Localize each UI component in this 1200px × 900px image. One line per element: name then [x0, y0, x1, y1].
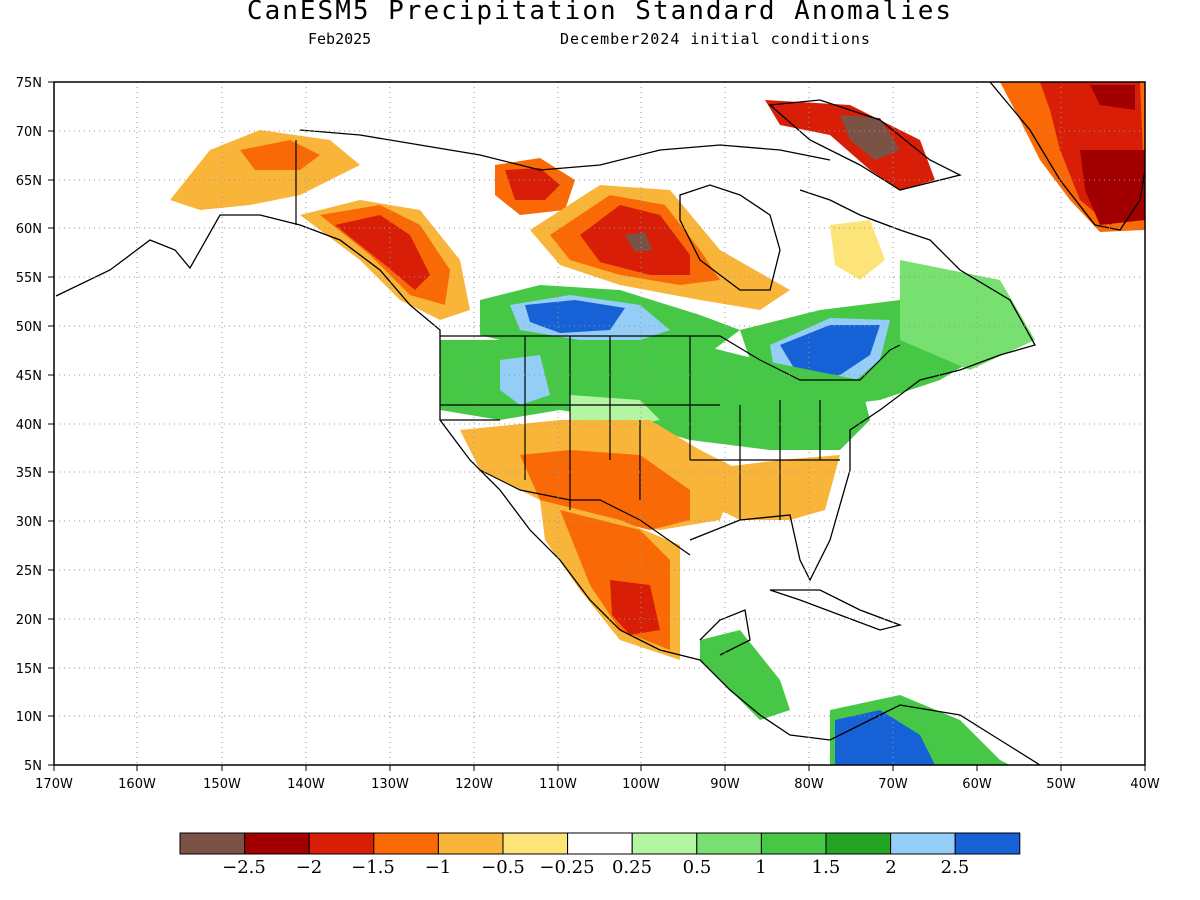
- colorbar-swatch: [825, 832, 892, 855]
- coastline-greenland: [989, 82, 1145, 231]
- anomaly-quebec-blue: [780, 325, 880, 378]
- anomaly-prairie-blue: [525, 300, 625, 333]
- lat-label: 50N: [16, 320, 42, 335]
- state-lines-east: [690, 400, 840, 520]
- lon-label: 130W: [371, 777, 409, 792]
- colorbar-swatch: [179, 832, 246, 855]
- lat-label: 5N: [24, 759, 42, 774]
- colorbar-label: −1.5: [351, 857, 395, 878]
- colorbar-swatch: [760, 832, 827, 855]
- lon-label: 160W: [118, 777, 156, 792]
- lat-label: 25N: [16, 564, 42, 579]
- borders: [295, 140, 901, 556]
- colorbar-label: −2: [296, 857, 323, 878]
- coastline-arctic: [299, 129, 831, 171]
- colorbar-label: −0.25: [539, 857, 594, 878]
- map-title: CanESM5 Precipitation Standard Anomalies: [246, 0, 954, 26]
- colorbar-swatch: [954, 832, 1021, 855]
- colorbar-label: −0.5: [481, 857, 525, 878]
- anomaly-central-america: [700, 630, 790, 720]
- anomaly-bc-core: [335, 215, 430, 290]
- anomaly-us-se: [700, 455, 840, 520]
- lat-label: 75N: [16, 76, 42, 91]
- colorbar-label: −2.5: [222, 857, 266, 878]
- lat-label: 55N: [16, 271, 42, 286]
- anomaly-mexico-core: [610, 580, 660, 635]
- anomaly-greenland-peak2: [1090, 85, 1135, 110]
- lat-label: 15N: [16, 662, 42, 677]
- colorbar-label: −1: [425, 857, 452, 878]
- lat-label: 20N: [16, 613, 42, 628]
- anomaly-yukon-core: [240, 140, 320, 170]
- anomaly-colombia-blue: [835, 710, 935, 765]
- colorbar-swatch: [437, 832, 504, 855]
- coastline-north-america: [55, 214, 1041, 765]
- colorbar-labels: −2.5 −2 −1.5 −1 −0.5 −0.25 0.25 0.5 1 1.…: [222, 857, 969, 878]
- anomaly-us-sw-core: [520, 450, 690, 530]
- lat-label: 45N: [16, 369, 42, 384]
- lon-label: 70W: [878, 777, 908, 792]
- lon-label: 90W: [710, 777, 740, 792]
- lat-label: 70N: [16, 125, 42, 140]
- lon-label: 60W: [962, 777, 992, 792]
- colorbar-swatch: [373, 832, 439, 855]
- lat-label: 40N: [16, 418, 42, 433]
- colorbar-label: 1.5: [812, 857, 841, 878]
- lon-label: 80W: [794, 777, 824, 792]
- anomaly-greenland-peak: [1080, 150, 1145, 225]
- colorbar-swatch: [890, 832, 956, 855]
- colorbar-swatch: [567, 832, 633, 855]
- lon-label: 170W: [35, 777, 73, 792]
- lon-label: 100W: [622, 777, 660, 792]
- colorbar-swatch: [502, 832, 569, 855]
- border-us-mexico: [479, 469, 691, 556]
- anomaly-baffin-core: [840, 115, 900, 160]
- coastline-cuba: [769, 589, 903, 631]
- forecast-month: Feb2025: [308, 30, 372, 48]
- coastline-baffin: [768, 99, 962, 191]
- colorbar-swatch: [696, 832, 762, 855]
- lon-label: 50W: [1046, 777, 1076, 792]
- state-lines-west: [440, 336, 720, 510]
- border-us-canada: [440, 335, 901, 381]
- colorbar-label: 2.5: [941, 857, 970, 878]
- anomaly-hudson-peak: [625, 232, 652, 252]
- grid: [54, 82, 1145, 765]
- colorbar: [179, 832, 1021, 855]
- colorbar-label: 2: [885, 857, 896, 878]
- tick-marks: [48, 81, 1146, 771]
- anomaly-nwt-core: [505, 168, 560, 200]
- lat-label: 60N: [16, 222, 42, 237]
- colorbar-swatch: [308, 832, 375, 855]
- colorbar-label: 0.5: [683, 857, 712, 878]
- coastline-yucatan: [699, 609, 751, 656]
- coastline-hudson-bay: [679, 184, 781, 291]
- colorbar-label: 1: [755, 857, 766, 878]
- anomaly-atlantic: [900, 260, 1035, 370]
- initial-conditions-label: December2024 initial conditions: [560, 30, 871, 48]
- colorbar-swatch: [244, 832, 310, 855]
- colorbar-swatch: [631, 832, 698, 855]
- lat-label: 30N: [16, 515, 42, 530]
- lon-label: 40W: [1130, 777, 1160, 792]
- lon-label: 110W: [539, 777, 577, 792]
- colorbar-label: 0.25: [612, 857, 652, 878]
- lon-label: 140W: [287, 777, 325, 792]
- lat-label: 10N: [16, 710, 42, 725]
- lon-label: 120W: [455, 777, 493, 792]
- lon-label: 150W: [203, 777, 241, 792]
- lat-label: 35N: [16, 466, 42, 481]
- anomaly-labrador: [830, 220, 885, 280]
- lat-label: 65N: [16, 174, 42, 189]
